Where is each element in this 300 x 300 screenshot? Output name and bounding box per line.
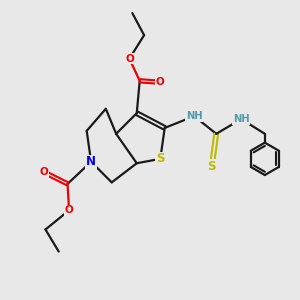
Text: O: O [156, 77, 165, 87]
Text: NH: NH [186, 111, 202, 121]
Text: NH: NH [233, 114, 250, 124]
Text: S: S [156, 152, 165, 165]
Text: S: S [208, 160, 216, 173]
Text: O: O [40, 167, 48, 177]
Text: O: O [125, 54, 134, 64]
Text: O: O [65, 206, 74, 215]
Text: N: N [86, 155, 96, 168]
